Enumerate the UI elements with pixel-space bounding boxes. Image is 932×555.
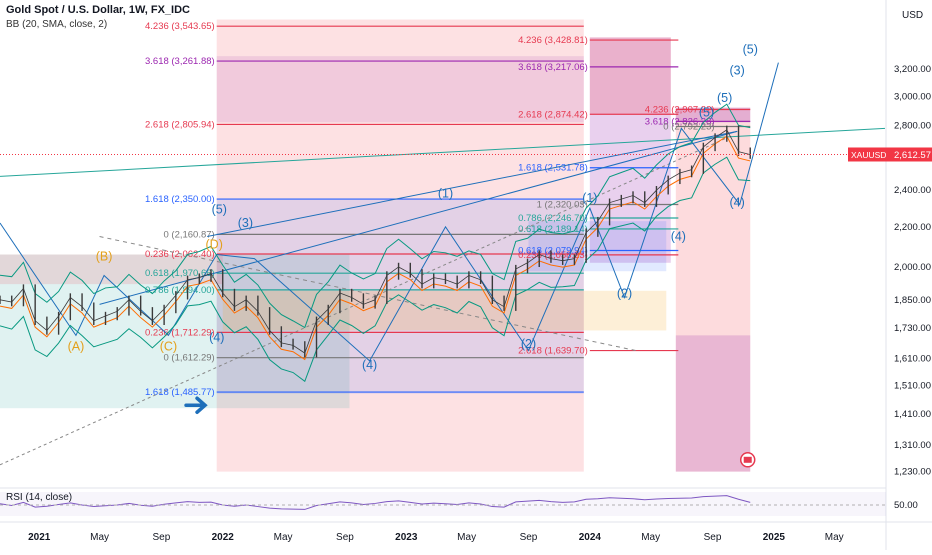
trend-line-dashed-upper[interactable] [99, 236, 636, 351]
y-tick-label: 1,230.00 [894, 467, 931, 478]
fib-mid-label-2: 2.618 (2,874.42) [518, 109, 588, 120]
y-tick-label: 2,400.00 [894, 185, 931, 196]
fib-left-label-0: 4.236 (3,543.65) [145, 21, 215, 32]
right-arrow-icon [184, 396, 208, 415]
rsi-label[interactable]: RSI (14, close) [6, 492, 72, 503]
fib-mid-label-1: 3.618 (3,217.06) [518, 62, 588, 73]
x-tick-label: May [825, 532, 844, 543]
fib-left-label-9: 0 (1,612.29) [163, 353, 214, 364]
fib-mid-label-6: 0.618 (2,189.14) [518, 224, 588, 235]
wave-label-blue-3: (5) [699, 105, 714, 119]
x-tick-label: May [457, 532, 476, 543]
currency-label: USD [902, 10, 923, 21]
symbol-tag-bg [848, 147, 932, 162]
fib-left-label-8: 0.236 (1,712.29) [145, 327, 215, 338]
price-line [0, 129, 751, 354]
fib-left-label-1: 3.618 (3,261.88) [145, 56, 215, 67]
wave-label-blue-7: (2) [521, 337, 536, 351]
x-tick-label: Sep [704, 532, 722, 543]
y-tick-label: 1,610.00 [894, 353, 931, 364]
wave-label-orange-0: (B) [96, 250, 113, 264]
fib-zone-9 [675, 335, 751, 472]
wave-label-blue-0: (5) [743, 43, 758, 57]
fib-right-label-0: 4.236 (2,907.22) [645, 105, 715, 116]
fib-zone-5 [589, 37, 671, 263]
fib-left-label-5: 0.236 (2,062.40) [145, 249, 215, 260]
fib-zone-4 [0, 254, 223, 285]
rsi-level-label: 50.00 [894, 500, 918, 511]
elliott-wave-path[interactable] [0, 62, 779, 362]
fib-right-label-2: 0 (2,792.23) [663, 121, 714, 132]
x-tick-label: 2023 [395, 532, 418, 543]
x-tick-label: May [90, 532, 109, 543]
x-tick-label: May [274, 532, 293, 543]
y-tick-label: 1,510.00 [894, 380, 931, 391]
wave-label-blue-6: (2) [617, 287, 632, 301]
wave-label-blue-12: (4) [209, 331, 224, 345]
fib-mid-label-9: 2.618 (1,639.70) [518, 346, 588, 357]
wave-label-blue-4: (4) [730, 195, 745, 209]
wave-label-blue-8: (1) [438, 186, 453, 200]
x-tick-label: 2021 [28, 532, 51, 543]
x-tick-label: 2025 [763, 532, 786, 543]
wave-label-blue-1: (3) [730, 63, 745, 77]
fib-zone-7 [675, 107, 751, 472]
x-tick-label: 2022 [212, 532, 235, 543]
x-tick-label: Sep [153, 532, 171, 543]
wave-label-blue-9: (1) [582, 191, 597, 205]
fib-zone-0 [216, 19, 584, 472]
y-tick-label: 1,730.00 [894, 323, 931, 334]
chart-header: Gold Spot / U.S. Dollar, 1W, FX_IDC BB (… [6, 4, 190, 30]
price-axis-bg [886, 0, 932, 550]
fib-mid-label-8: 0.618 (2,079.94) [518, 245, 588, 256]
fib-zone-6 [589, 37, 671, 114]
y-tick-label: 1,410.00 [894, 409, 931, 420]
wave-label-blue-2: (5) [717, 91, 732, 105]
fib-zone-1 [216, 56, 584, 123]
y-tick-label: 1,850.00 [894, 295, 931, 306]
x-tick-label: Sep [336, 532, 354, 543]
wave-label-orange-2: (C) [160, 340, 177, 354]
rsi-line [0, 495, 751, 510]
symbol-tag-name: XAUUSD [851, 150, 886, 160]
bb-upper-band [0, 103, 751, 329]
fib-left-label-2: 2.618 (2,805.94) [145, 119, 215, 130]
fib-mid-label-0: 4.236 (3,428.81) [518, 35, 588, 46]
fib-left-label-10: 1.618 (1,485.77) [145, 387, 215, 398]
wave-label-blue-13: (4) [362, 358, 377, 372]
fib-zone-10 [222, 290, 667, 331]
wave-label-blue-10: (3) [238, 216, 253, 230]
fib-mid-label-5: 0.786 (2,246.70) [518, 213, 588, 224]
us-flag-stripes [743, 456, 752, 463]
fib-right-label-1: 3.618 (2,826.28) [645, 116, 715, 127]
y-tick-label: 2,200.00 [894, 222, 931, 233]
y-tick-label: 2,000.00 [894, 262, 931, 273]
fib-mid-label-4: 1 (2,320.03) [537, 199, 588, 210]
wave-label-orange-3: (D) [206, 237, 223, 251]
symbol-title: Gold Spot / U.S. Dollar, 1W, FX_IDC [6, 4, 190, 16]
wave-label-orange-1: (A) [68, 340, 85, 354]
channel-line-upper[interactable] [207, 130, 738, 238]
symbol-tag-price: 2,612.57 [894, 150, 931, 161]
y-tick-label: 2,800.00 [894, 120, 931, 131]
fib-left-label-4: 0 (2,160.87) [163, 229, 214, 240]
indicator-label[interactable]: BB (20, SMA, close, 2) [6, 19, 108, 30]
y-tick-label: 3,200.00 [894, 64, 931, 75]
fib-mid-label-7: 0.236 (2,058.23) [518, 250, 588, 261]
x-tick-label: Sep [520, 532, 538, 543]
bb-lower-band [0, 156, 751, 383]
fib-left-label-3: 1.618 (2,350.00) [145, 194, 215, 205]
fib-left-label-6: 0.618 (1,970.66) [145, 268, 215, 279]
wave-label-blue-5: (4) [671, 229, 686, 243]
y-tick-label: 3,000.00 [894, 91, 931, 102]
wave-label-blue-11: (5) [212, 203, 227, 217]
y-tick-label: 1,310.00 [894, 440, 931, 451]
x-tick-label: 2024 [579, 532, 602, 543]
x-tick-label: May [641, 532, 660, 543]
trend-line-green[interactable] [0, 127, 886, 177]
fib-zone-8 [675, 107, 751, 123]
